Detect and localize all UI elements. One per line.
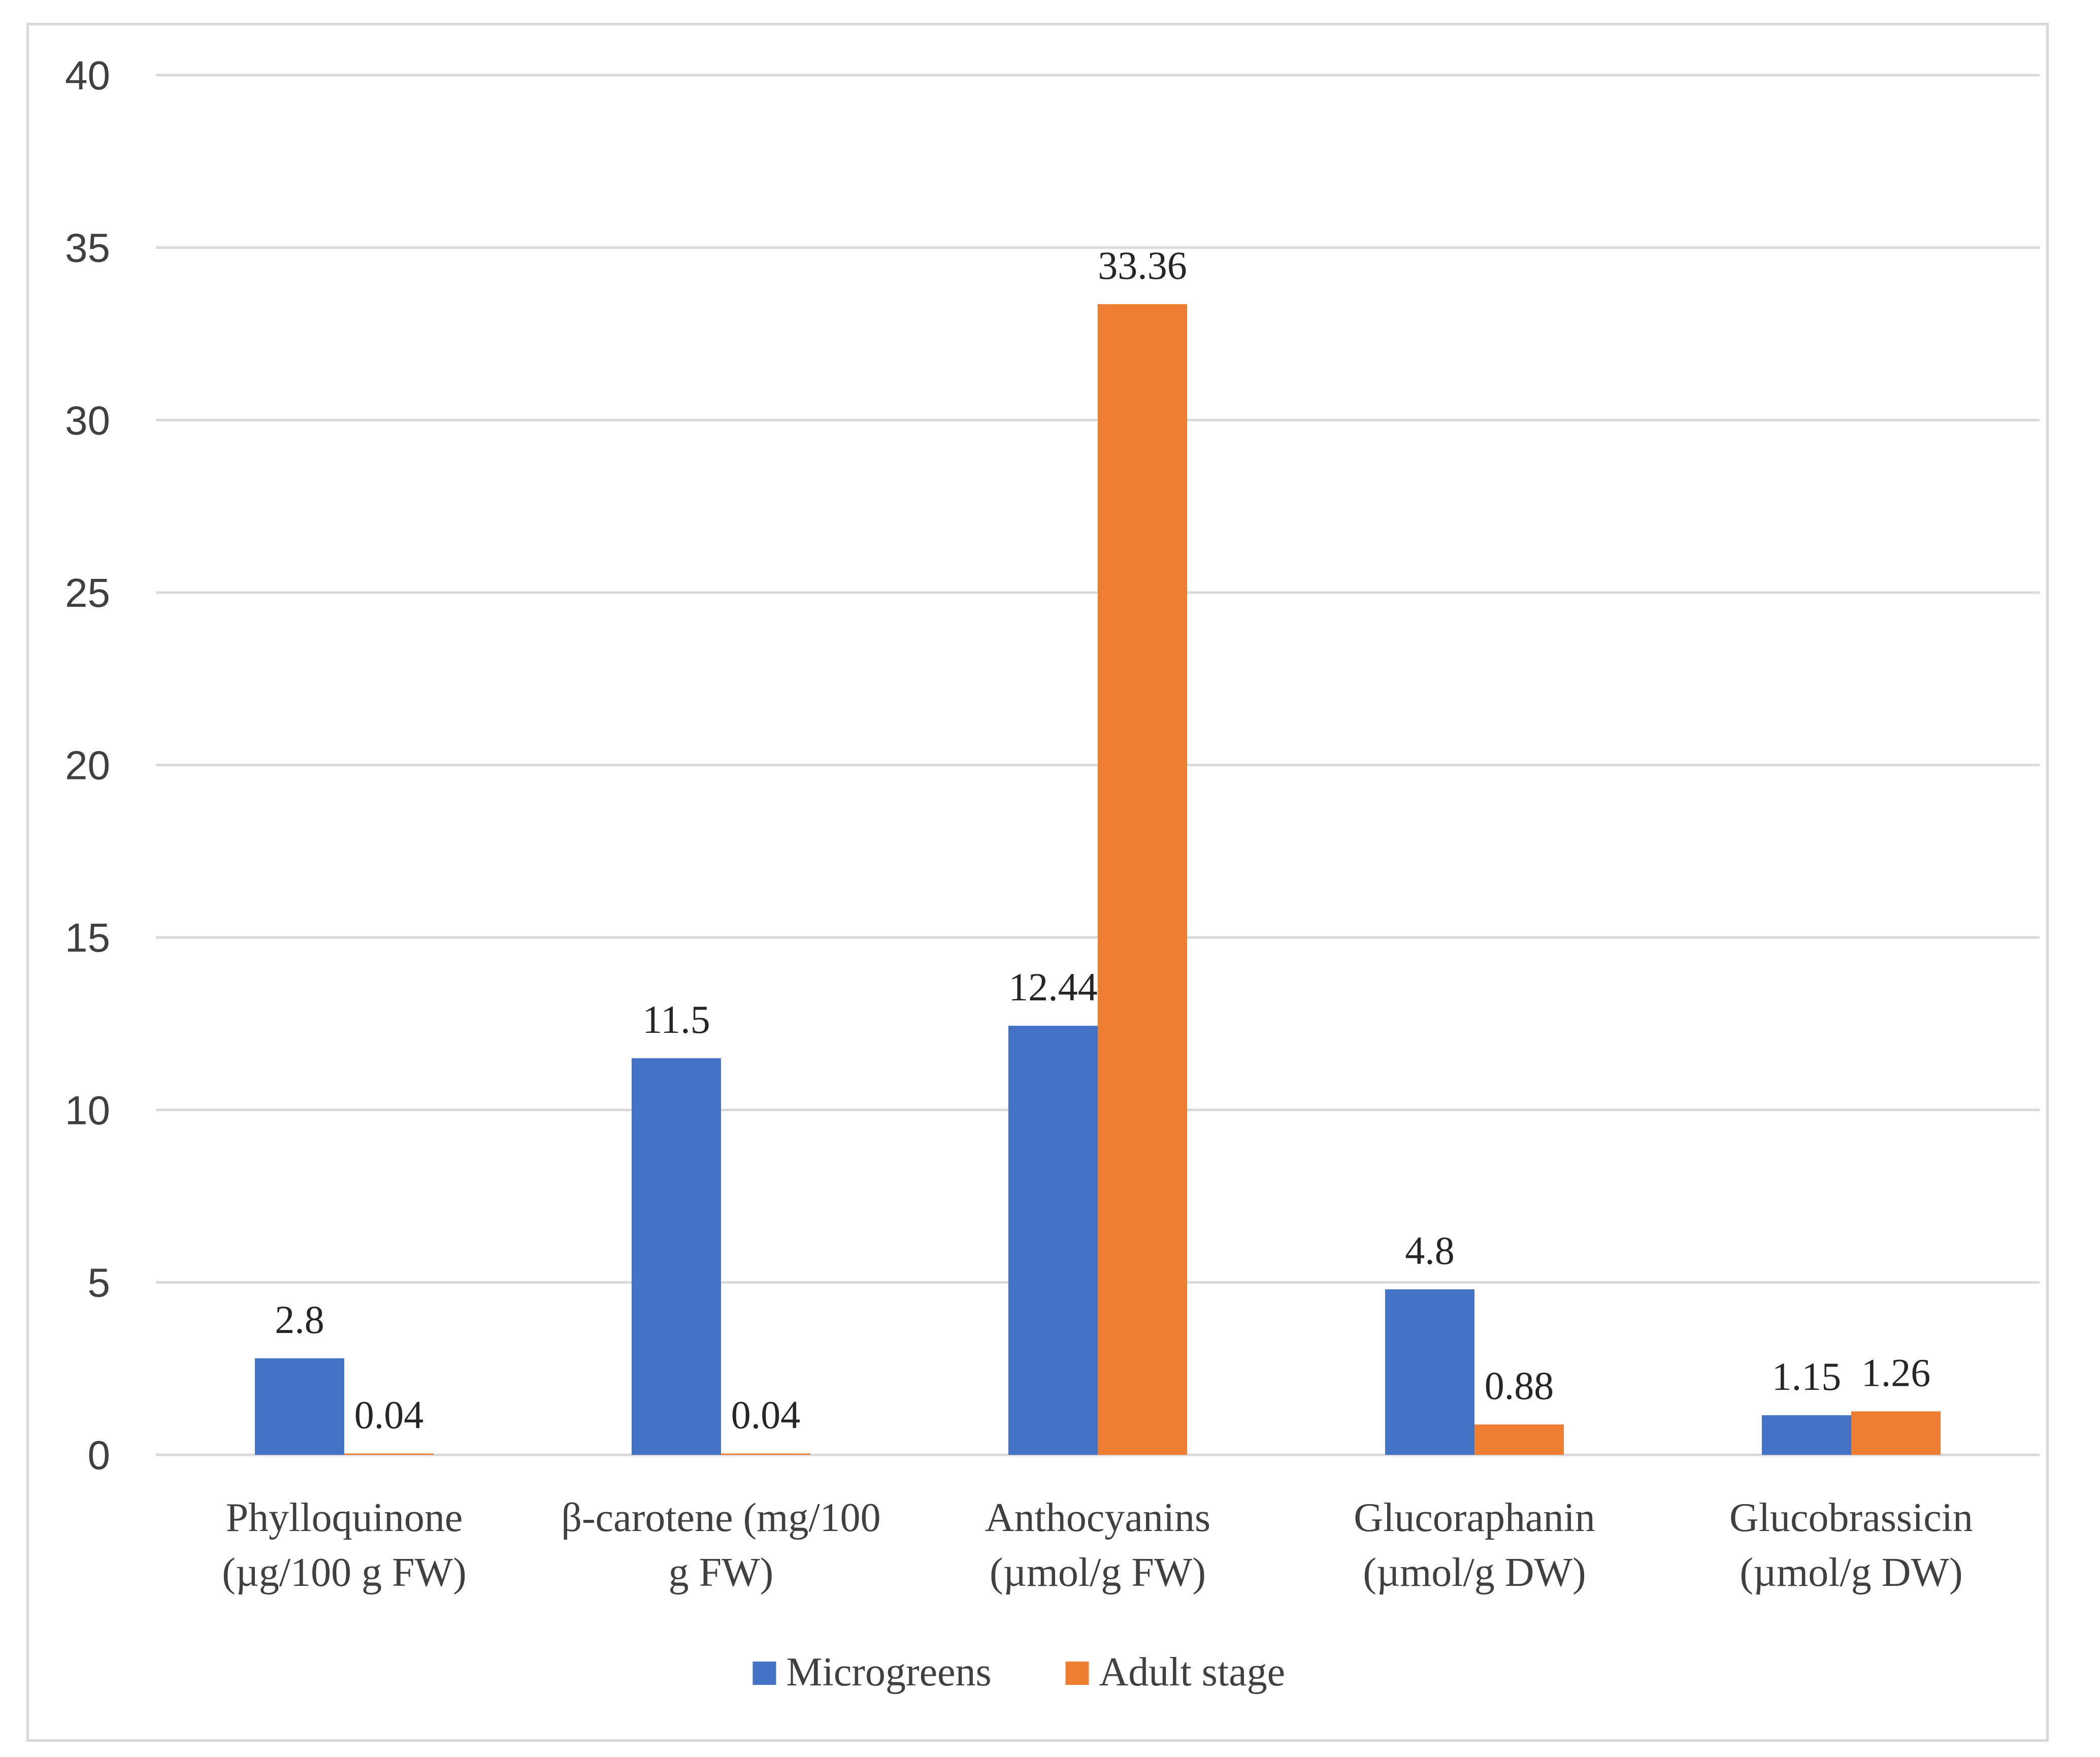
data-label: 33.36 bbox=[1098, 243, 1187, 287]
bar-adult-stage-0 bbox=[344, 1453, 434, 1455]
y-tick-label: 20 bbox=[65, 743, 110, 788]
legend: Microgreens Adult stage bbox=[752, 1650, 1286, 1695]
x-axis-categories: Phylloquinone (µg/100 g FW) β-carotene (mg… bbox=[222, 1495, 1973, 1595]
data-label: 0.04 bbox=[354, 1392, 424, 1437]
data-label: 1.26 bbox=[1861, 1350, 1931, 1394]
adult-stage-legend-label: Adult stage bbox=[1099, 1650, 1286, 1695]
data-label: 4.8 bbox=[1405, 1228, 1455, 1273]
data-label: 1.15 bbox=[1772, 1354, 1842, 1398]
category-label: Anthocyanins bbox=[985, 1495, 1210, 1540]
category-label: g FW) bbox=[669, 1550, 774, 1595]
bars bbox=[255, 304, 1941, 1455]
category-label: Glucoraphanin bbox=[1354, 1495, 1595, 1540]
y-tick-label: 30 bbox=[65, 398, 110, 443]
y-tick-label: 0 bbox=[88, 1433, 111, 1478]
bar-adult-stage-3 bbox=[1474, 1424, 1564, 1455]
y-tick-label: 40 bbox=[65, 53, 110, 98]
category-label: Phylloquinone bbox=[226, 1495, 463, 1540]
y-tick-label: 35 bbox=[65, 225, 110, 271]
microgreens-legend-swatch bbox=[752, 1662, 776, 1685]
y-tick-label: 25 bbox=[65, 570, 110, 615]
bar-microgreens-4 bbox=[1762, 1415, 1851, 1455]
category-label: (µmol/g FW) bbox=[990, 1550, 1206, 1595]
chart-frame: 0 5 10 15 20 25 30 35 40 2.8 0.04 11.5 0.04 12.44 33.… bbox=[26, 23, 2049, 1742]
category-label: β-carotene (mg/100 bbox=[561, 1495, 880, 1540]
data-label: 0.88 bbox=[1485, 1363, 1554, 1408]
bar-adult-stage-1 bbox=[721, 1453, 810, 1455]
data-label: 0.04 bbox=[731, 1392, 801, 1437]
category-label: (µg/100 g FW) bbox=[222, 1550, 467, 1595]
data-label: 11.5 bbox=[642, 997, 710, 1042]
category-label: (µmol/g DW) bbox=[1740, 1550, 1962, 1595]
category-label: Glucobrassicin bbox=[1729, 1495, 1973, 1540]
y-tick-label: 5 bbox=[88, 1260, 111, 1305]
bar-microgreens-1 bbox=[632, 1058, 721, 1455]
data-labels: 2.8 0.04 11.5 0.04 12.44 33.36 4.8 0.88 1.15 1.26 bbox=[275, 243, 1930, 1437]
bar-microgreens-2 bbox=[1008, 1026, 1098, 1455]
y-tick-label: 15 bbox=[65, 915, 110, 960]
category-label: (µmol/g DW) bbox=[1363, 1550, 1586, 1595]
bar-adult-stage-2 bbox=[1098, 304, 1187, 1455]
adult-stage-legend-swatch bbox=[1065, 1662, 1089, 1685]
bar-adult-stage-4 bbox=[1851, 1411, 1941, 1455]
y-axis-ticks: 0 5 10 15 20 25 30 35 40 bbox=[65, 53, 110, 1478]
bar-microgreens-0 bbox=[255, 1358, 344, 1455]
bar-microgreens-3 bbox=[1385, 1289, 1474, 1455]
microgreens-legend-label: Microgreens bbox=[786, 1650, 992, 1695]
data-label: 2.8 bbox=[275, 1297, 324, 1342]
y-tick-label: 10 bbox=[65, 1088, 110, 1133]
data-label: 12.44 bbox=[1008, 965, 1098, 1009]
bar-chart: 0 5 10 15 20 25 30 35 40 2.8 0.04 11.5 0.04 12.44 33.… bbox=[65, 53, 2040, 1695]
